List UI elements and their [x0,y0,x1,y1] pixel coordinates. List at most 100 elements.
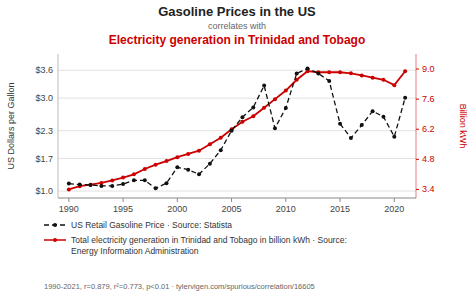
point [338,70,342,74]
point [67,182,71,186]
point [360,73,364,77]
y2-tick-label: 9.0 [422,64,435,74]
point [371,76,375,80]
legend-item: Total electricity generation in Trinidad… [44,235,347,256]
plot-area [67,66,407,191]
point [121,182,125,186]
y2-tick-label: 3.4 [422,184,435,194]
subtitle: correlates with [208,21,266,31]
point [381,78,385,82]
point [295,72,299,76]
point [273,126,277,130]
x-tick [340,198,341,202]
point [110,178,114,182]
legend-label-line: US Retail Gasoline Price · Source: Stati… [71,220,232,230]
legend-label: US Retail Gasoline Price · Source: Stati… [71,220,232,230]
point [327,70,331,74]
grid-line [58,98,416,99]
point [89,183,93,187]
grid-line [58,70,416,71]
point [349,71,353,75]
point [403,96,407,100]
x-tick-label: 1990 [59,204,79,214]
y2-axis-label: Billion kWh [458,104,468,149]
point [219,136,223,140]
footnote: 1990-2021, r=0.879, r²=0.773, p<0.01 · t… [44,282,315,291]
chart: Gasoline Prices in the US correlates with… [0,0,474,297]
point [67,187,71,191]
x-tick-label: 1995 [113,204,133,214]
point [197,149,201,153]
x-tick-label: 2005 [222,204,242,214]
point [273,97,277,101]
point [371,109,375,113]
point [262,106,266,110]
point [392,135,396,139]
y-tick-label: $1.7 [35,154,53,164]
point [132,172,136,176]
point [186,152,190,156]
y2-tick-label: 4.8 [422,154,435,164]
point [99,184,103,188]
legend-item: US Retail Gasoline Price · Source: Stati… [44,220,232,230]
grid-line [58,158,416,159]
point [154,186,158,190]
point [240,115,244,119]
point [132,178,136,182]
point [230,129,234,133]
x-tick [177,198,178,202]
point [251,105,255,109]
point [78,183,82,187]
axes: $1.0$1.7$2.3$3.0$3.63.44.86.27.69.019901… [35,54,434,214]
y2-tick-label: 7.6 [422,94,435,104]
x-tick [123,198,124,202]
subtitle: Electricity generation in Trinidad and T… [109,33,365,47]
x-tick-label: 2000 [167,204,187,214]
y-axis-label: US Dollars per Gallon [6,82,16,169]
legend-marker [53,223,57,227]
point [403,69,407,73]
point [143,167,147,171]
x-tick-label: 2015 [330,204,350,214]
legend: US Retail Gasoline Price · Source: Stati… [44,220,347,256]
legend-label-line: Energy Information Administration [71,246,199,256]
point [121,176,125,180]
point [360,123,364,127]
point [175,165,179,169]
point [262,84,266,88]
point [306,66,310,70]
x-tick [231,198,232,202]
x-tick [285,198,286,202]
point [251,114,255,118]
line [69,71,405,189]
y-tick-label: $3.6 [35,65,53,75]
point [164,181,168,185]
x-tick [394,198,395,202]
x-axis-line [58,198,416,199]
point [284,106,288,110]
x-tick-label: 2020 [384,204,404,214]
series [67,69,407,191]
y-tick-label: $3.0 [35,93,53,103]
point [175,155,179,159]
point [327,79,331,83]
point [89,183,93,187]
y-tick-label: $2.3 [35,126,53,136]
point [154,163,158,167]
series [67,66,407,190]
point [392,83,396,87]
legend-label: Total electricity generation in Trinidad… [71,235,347,256]
legend-label-line: Total electricity generation in Trinidad… [71,235,347,245]
grid-line [58,130,416,131]
grid-line [58,191,416,192]
point [219,148,223,152]
x-tick [68,198,69,202]
point [208,162,212,166]
point [381,115,385,119]
point [208,142,212,146]
point [110,184,114,188]
y2-tick-label: 6.2 [422,124,435,134]
title: Gasoline Prices in the US [158,4,316,19]
point [316,72,320,76]
line [69,68,405,188]
